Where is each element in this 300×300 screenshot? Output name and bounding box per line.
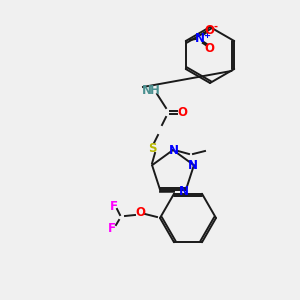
Text: S: S xyxy=(148,142,156,154)
Text: N: N xyxy=(142,83,152,97)
Text: F: F xyxy=(110,200,118,212)
Text: +: + xyxy=(203,31,210,40)
Text: N: N xyxy=(169,143,179,157)
Text: -: - xyxy=(214,22,218,32)
Text: O: O xyxy=(205,23,215,37)
Text: F: F xyxy=(108,221,116,235)
Text: N: N xyxy=(195,32,205,46)
Text: O: O xyxy=(177,106,187,118)
Text: N: N xyxy=(188,159,198,172)
Text: H: H xyxy=(150,83,160,97)
Text: O: O xyxy=(205,41,215,55)
Text: N: N xyxy=(179,185,189,198)
Text: O: O xyxy=(135,206,145,220)
